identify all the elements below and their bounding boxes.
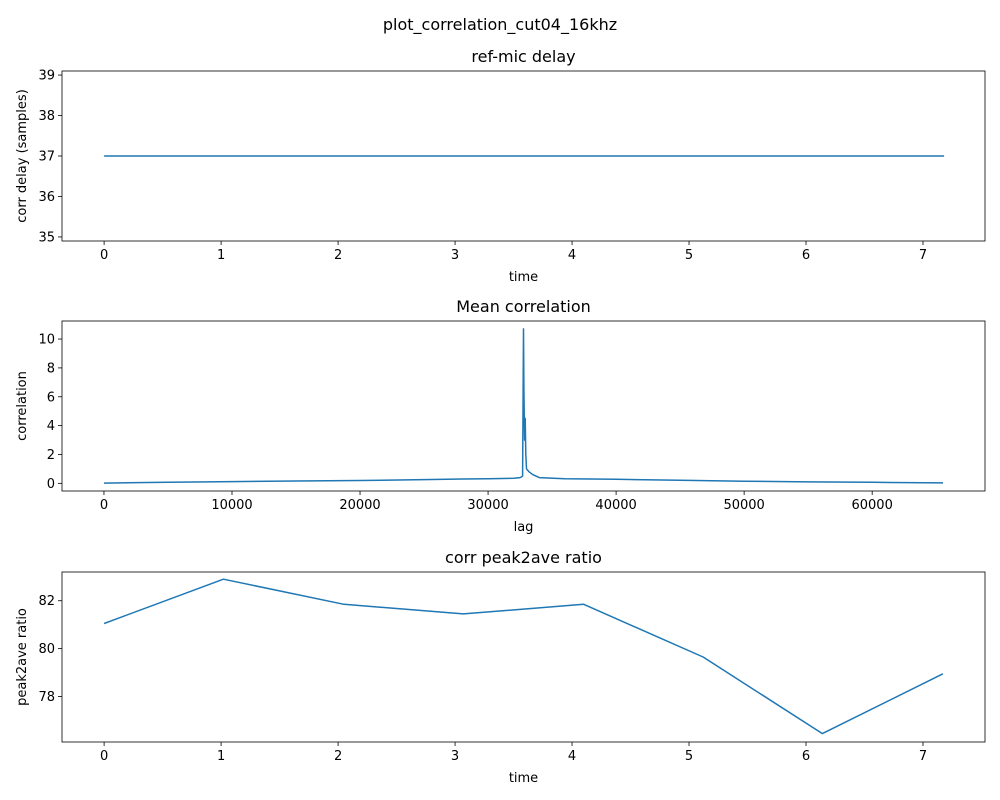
axes-frame [61, 320, 986, 492]
x-axis-label: time [509, 270, 538, 285]
subplot-2: Mean correlation 0 10000 20000 30000 40000 500… [15, 297, 986, 535]
subplot-1: ref-mic delay 0 1 2 3 4 5 6 7 35 36 37 38 39 time corr … [15, 47, 986, 285]
x-tick-label: 10000 [211, 498, 252, 513]
y-tick-label: 2 [47, 448, 55, 463]
x-tick-label: 6 [802, 749, 810, 764]
x-tick-label: 4 [568, 248, 576, 263]
x-tick-label: 4 [568, 749, 576, 764]
y-axis-label: corr delay (samples) [15, 89, 30, 223]
x-tick-label: 60000 [851, 498, 892, 513]
y-tick-label: 0 [47, 477, 55, 492]
y-tick-label: 10 [38, 333, 55, 348]
y-tick-label: 36 [38, 190, 55, 205]
y-axis-label: peak2ave ratio [15, 608, 30, 706]
y-tick-label: 82 [38, 594, 55, 609]
x-axis-label: time [509, 771, 538, 786]
y-tick-label: 39 [38, 69, 55, 84]
y-tick-label: 37 [38, 150, 55, 165]
x-tick-label: 3 [451, 248, 459, 263]
figure-suptitle: plot_correlation_cut04_16khz [383, 15, 617, 35]
subplot-3: corr peak2ave ratio 0 1 2 3 4 5 6 7 78 80 82 time pea… [15, 548, 986, 786]
x-tick-label: 20000 [339, 498, 380, 513]
y-tick-label: 8 [47, 361, 55, 376]
y-tick-label: 4 [47, 419, 55, 434]
series-line [103, 328, 944, 484]
series-line [103, 578, 944, 735]
x-tick-label: 0 [100, 749, 108, 764]
x-tick-label: 2 [334, 749, 342, 764]
x-tick-label: 7 [919, 248, 927, 263]
y-axis-label: correlation [15, 371, 30, 441]
x-tick-label: 0 [100, 498, 108, 513]
x-tick-label: 0 [100, 248, 108, 263]
y-tick-label: 80 [38, 642, 55, 657]
x-axis-label: lag [514, 520, 534, 535]
subplot-title: corr peak2ave ratio [445, 548, 602, 567]
x-tick-label: 2 [334, 248, 342, 263]
y-tick-label: 78 [38, 690, 55, 705]
axes-frame [61, 571, 986, 743]
x-tick-label: 5 [685, 248, 693, 263]
y-tick-label: 38 [38, 109, 55, 124]
x-tick-label: 50000 [723, 498, 764, 513]
x-tick-label: 3 [451, 749, 459, 764]
x-tick-label: 40000 [595, 498, 636, 513]
x-tick-label: 30000 [467, 498, 508, 513]
subplot-title: ref-mic delay [471, 47, 575, 66]
x-tick-label: 5 [685, 749, 693, 764]
x-tick-label: 6 [802, 248, 810, 263]
x-tick-label: 1 [217, 248, 225, 263]
y-tick-label: 35 [38, 230, 55, 245]
y-tick-label: 6 [47, 390, 55, 405]
x-tick-label: 1 [217, 749, 225, 764]
x-tick-label: 7 [919, 749, 927, 764]
subplot-title: Mean correlation [456, 297, 591, 316]
